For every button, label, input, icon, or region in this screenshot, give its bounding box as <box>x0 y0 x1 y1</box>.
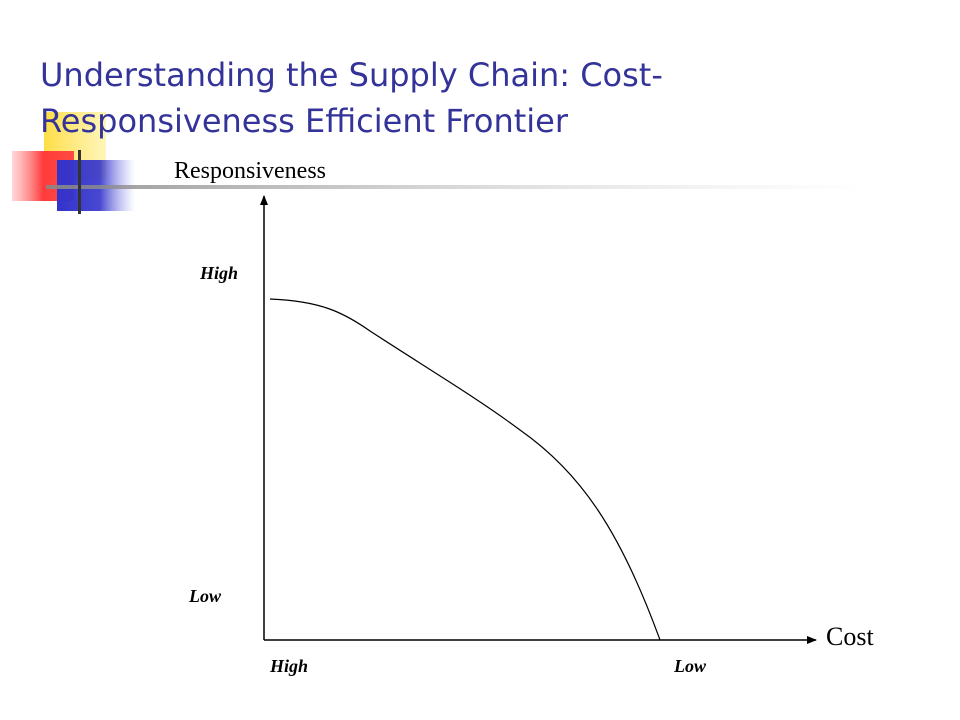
y-axis-low-label: Low <box>189 586 222 606</box>
x-axis-title: Cost <box>826 622 874 651</box>
deco-vertical-rule <box>78 150 81 214</box>
title-decoration <box>12 112 876 214</box>
x-axis-high-label: High <box>270 656 309 676</box>
y-axis-title: Responsiveness <box>174 158 326 184</box>
efficient-frontier-curve <box>269 298 661 641</box>
x-axis-low-label: Low <box>674 656 707 676</box>
y-axis-high-label: High <box>200 263 239 283</box>
deco-rule <box>46 185 876 189</box>
slide-title: Understanding the Supply Chain: Cost-Res… <box>40 56 663 140</box>
